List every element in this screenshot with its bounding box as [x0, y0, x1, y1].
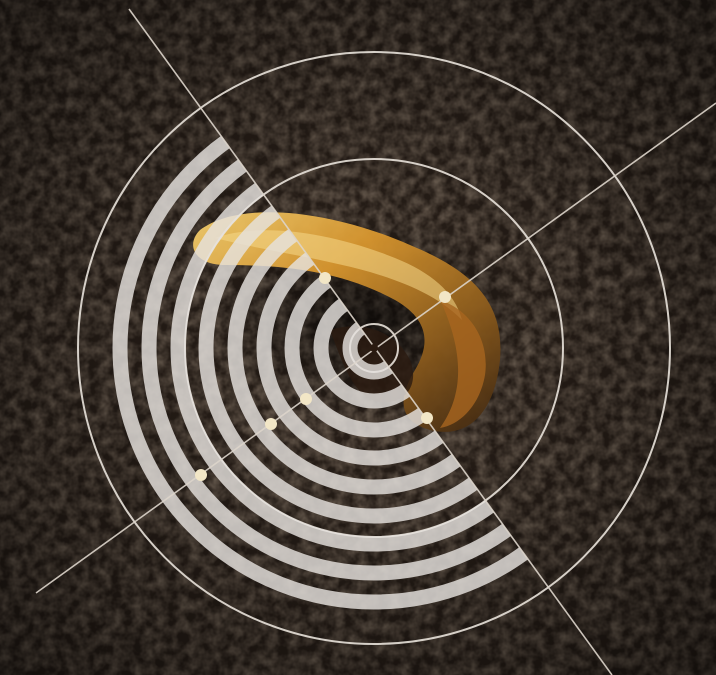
marker-dot — [300, 393, 312, 405]
marker-dot — [195, 469, 207, 481]
marker-dot — [319, 272, 331, 284]
center-dot — [370, 344, 378, 352]
marker-dot — [421, 412, 433, 424]
diagonal-line-a — [128, 8, 613, 675]
marker-dot — [439, 291, 451, 303]
marker-dots — [195, 272, 451, 481]
marker-dot — [265, 418, 277, 430]
